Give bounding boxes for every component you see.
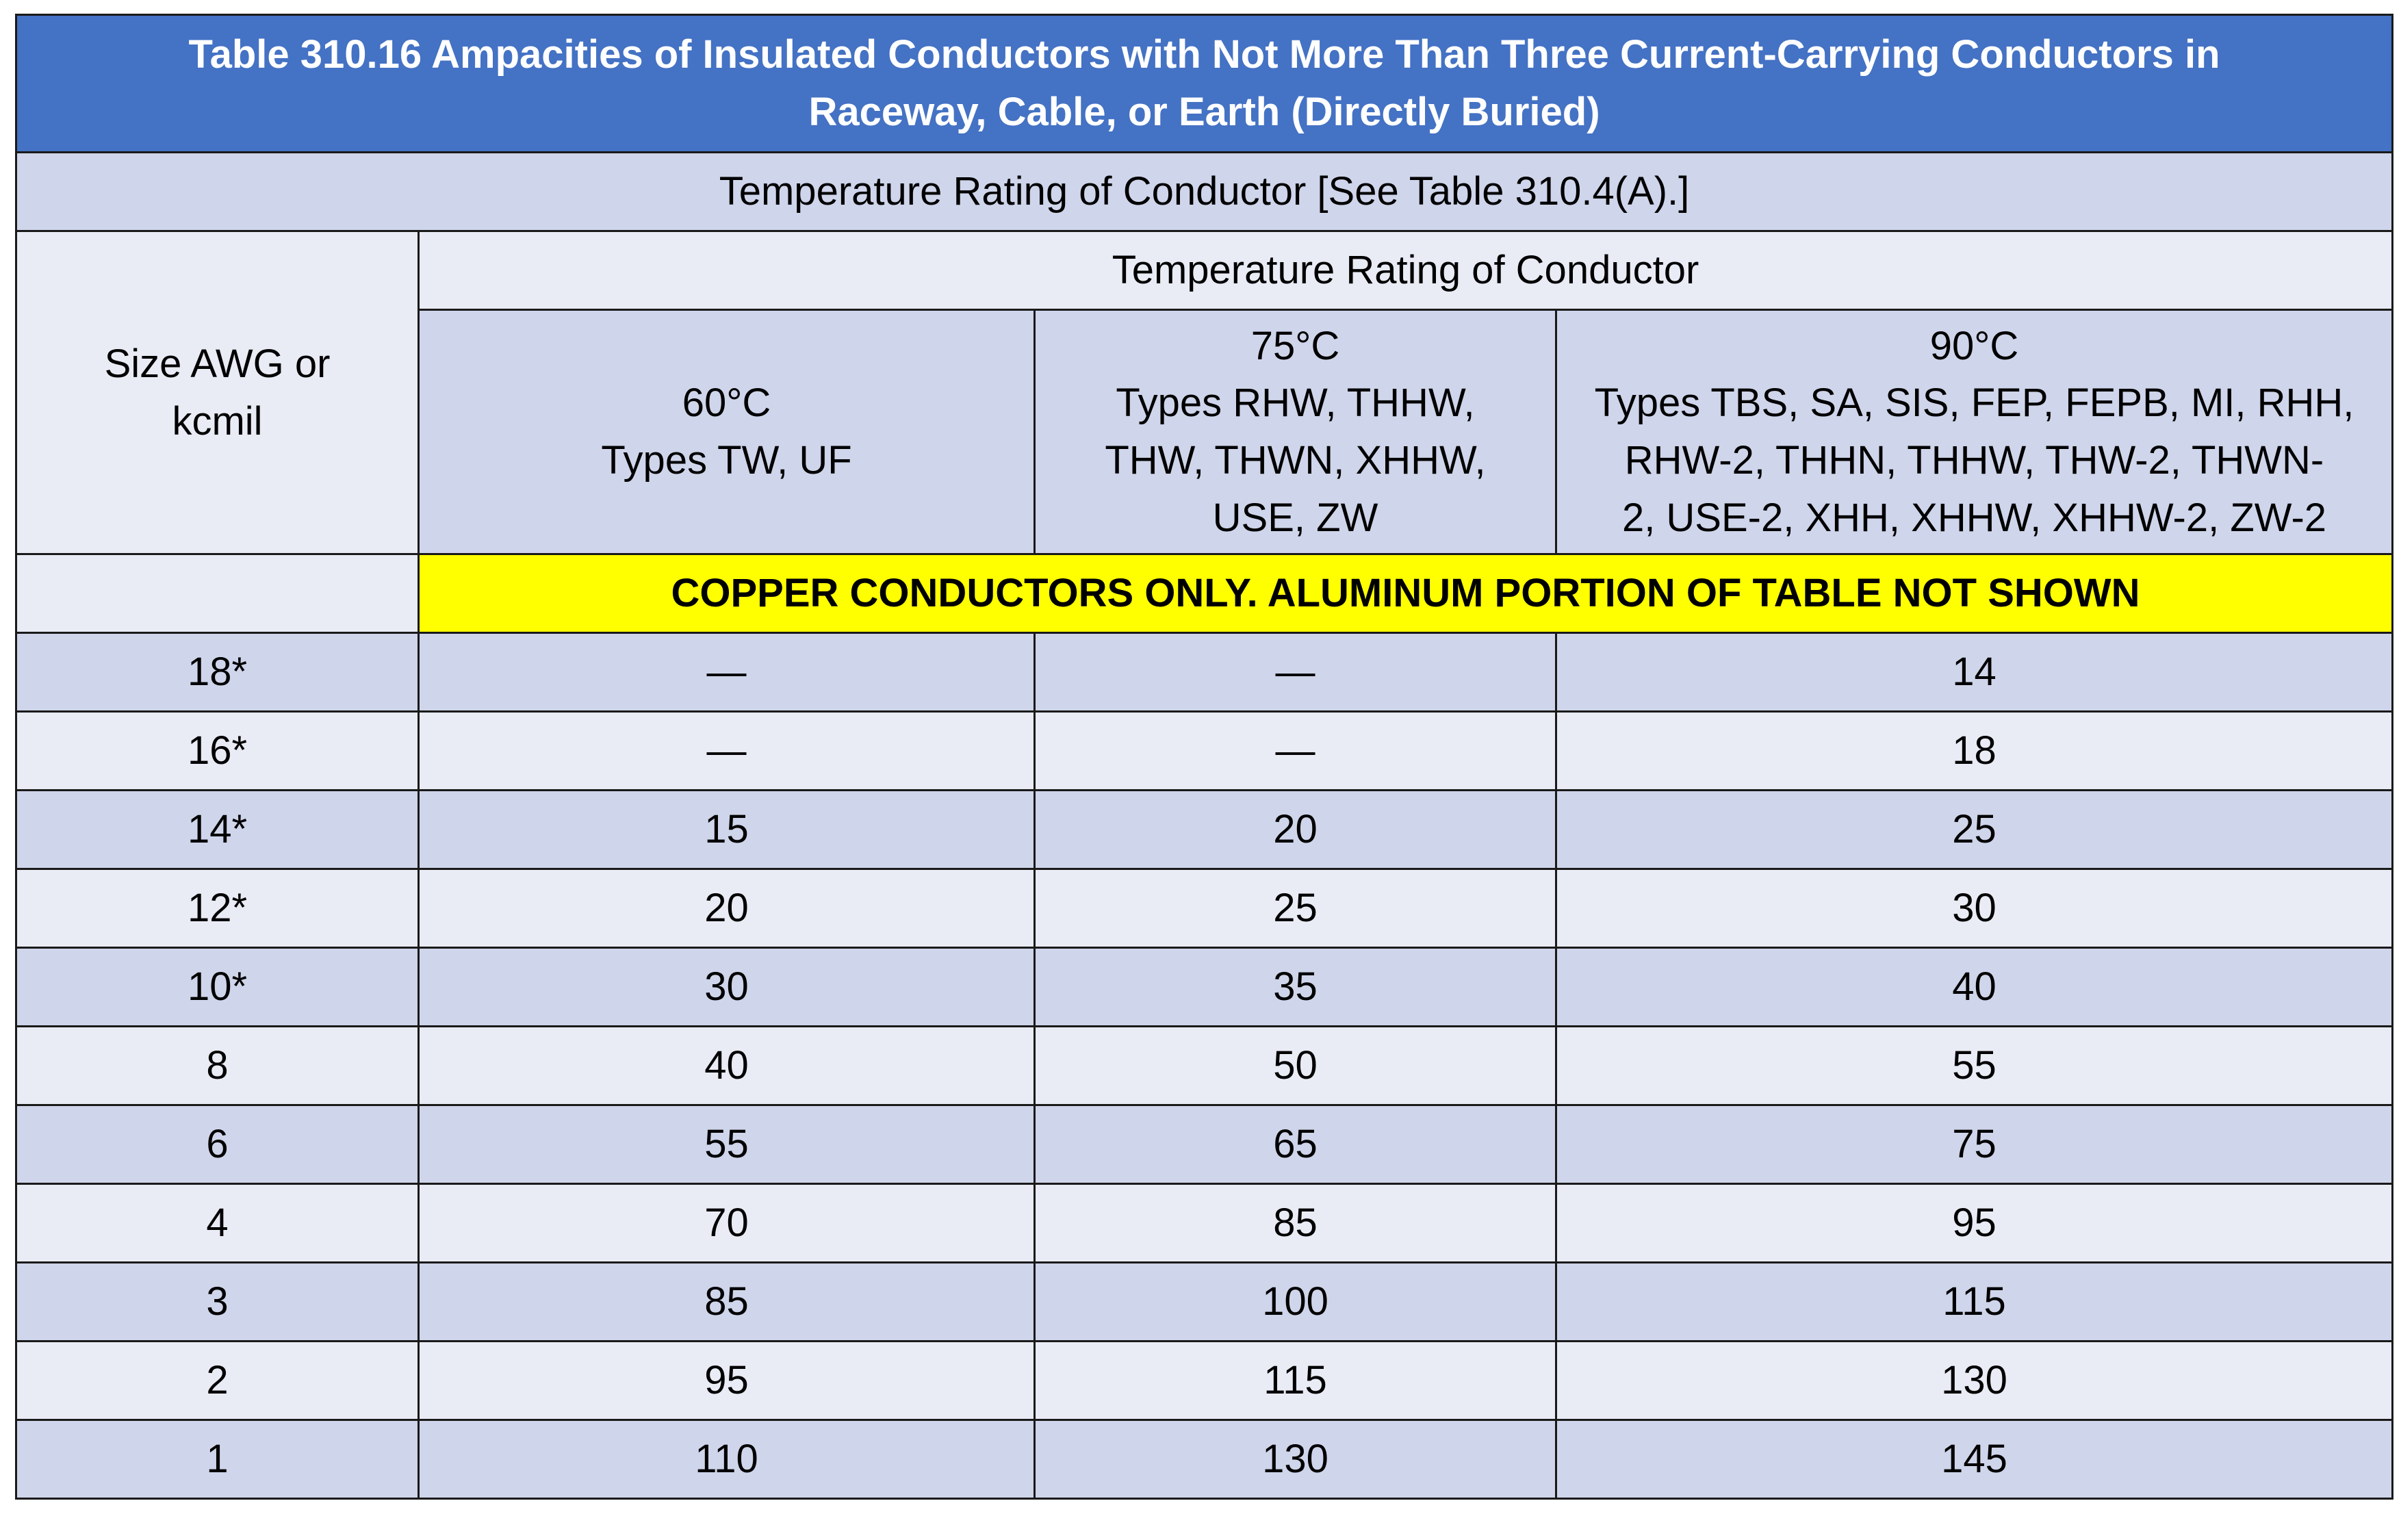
size-cell: 12* — [15, 868, 420, 949]
size-cell: 10* — [15, 947, 420, 1027]
ampacity-90c-cell: 30 — [1555, 868, 2393, 949]
ampacity-75c-cell: 100 — [1033, 1261, 1557, 1342]
ampacity-90c-cell: 25 — [1555, 789, 2393, 870]
temperature-rating-band: Temperature Rating of Conductor [See Tab… — [15, 151, 2393, 232]
size-column-header: Size AWG or kcmil — [15, 230, 420, 555]
column-types-line: THW, THWN, XHHW, — [1105, 438, 1486, 483]
ampacity-60c-cell: 110 — [418, 1419, 1036, 1500]
table-row: 10* 30 35 40 — [15, 947, 2393, 1027]
table-row: 12* 20 25 30 — [15, 868, 2393, 949]
group-header-row: Size AWG or kcmil Temperature Rating of … — [15, 230, 2393, 555]
table-row: 4 70 85 95 — [15, 1183, 2393, 1263]
copper-only-notice: COPPER CONDUCTORS ONLY. ALUMINUM PORTION… — [418, 553, 2393, 634]
column-types-line: Types RHW, THHW, — [1116, 381, 1475, 426]
ampacity-table: Table 310.16 Ampacities of Insulated Con… — [15, 14, 2393, 1500]
ampacity-75c-cell: 35 — [1033, 947, 1557, 1027]
ampacity-90c-cell: 55 — [1555, 1025, 2393, 1106]
ampacity-90c-cell: 145 — [1555, 1419, 2393, 1500]
title-row: Table 310.16 Ampacities of Insulated Con… — [15, 14, 2393, 153]
ampacity-60c-cell: 95 — [418, 1340, 1036, 1421]
ampacity-60c-cell: 70 — [418, 1183, 1036, 1263]
column-header-60c: 60°C Types TW, UF — [418, 309, 1036, 555]
ampacity-75c-cell: 25 — [1033, 868, 1557, 949]
ampacity-60c-cell: 30 — [418, 947, 1036, 1027]
table-row: 14* 15 20 25 — [15, 789, 2393, 870]
size-cell: 18* — [15, 632, 420, 713]
column-header-row: 60°C Types TW, UF 75°C Types RHW, THHW, … — [16, 309, 2393, 555]
size-cell: 16* — [15, 710, 420, 791]
size-cell: 4 — [15, 1183, 420, 1263]
ampacity-75c-cell: 85 — [1033, 1183, 1557, 1263]
table-row: 8 40 50 55 — [15, 1025, 2393, 1106]
column-temp-label: 90°C — [1929, 323, 2019, 368]
ampacity-75c-cell: 115 — [1033, 1340, 1557, 1421]
table-row: 3 85 100 115 — [15, 1261, 2393, 1342]
ampacity-75c-cell: 20 — [1033, 789, 1557, 870]
ampacity-75c-cell: 50 — [1033, 1025, 1557, 1106]
size-header-line-2: kcmil — [172, 398, 263, 444]
column-types-line: 2, USE-2, XHH, XHHW, XHHW-2, ZW-2 — [1621, 495, 2327, 540]
notice-blank-cell — [15, 553, 420, 634]
temperature-group-header: Temperature Rating of Conductor — [418, 230, 2393, 311]
size-cell: 1 — [15, 1419, 420, 1500]
size-cell: 2 — [15, 1340, 420, 1421]
size-cell: 14* — [15, 789, 420, 870]
ampacity-60c-cell: 85 — [418, 1261, 1036, 1342]
ampacity-75c-cell: — — [1033, 632, 1557, 713]
size-cell: 6 — [15, 1104, 420, 1185]
ampacity-60c-cell: 15 — [418, 789, 1036, 870]
ampacity-90c-cell: 130 — [1555, 1340, 2393, 1421]
ampacity-75c-cell: 130 — [1033, 1419, 1557, 1500]
ampacity-90c-cell: 95 — [1555, 1183, 2393, 1263]
ampacity-60c-cell: 20 — [418, 868, 1036, 949]
column-types-line: RHW-2, THHN, THHW, THW-2, THWN- — [1624, 438, 2324, 483]
column-types-line: Types TBS, SA, SIS, FEP, FEPB, MI, RHH, — [1594, 381, 2354, 426]
table-row: 6 55 65 75 — [15, 1104, 2393, 1185]
ampacity-90c-cell: 115 — [1555, 1261, 2393, 1342]
notice-row: COPPER CONDUCTORS ONLY. ALUMINUM PORTION… — [15, 553, 2393, 634]
table-title-line-1: Table 310.16 Ampacities of Insulated Con… — [188, 32, 2220, 77]
ampacity-60c-cell: 55 — [418, 1104, 1036, 1185]
size-cell: 3 — [15, 1261, 420, 1342]
table-row: 1 110 130 145 — [15, 1419, 2393, 1500]
table-row: 16* — —18 — [15, 710, 2393, 791]
column-header-75c: 75°C Types RHW, THHW, THW, THWN, XHHW, U… — [1033, 309, 1557, 555]
column-header-90c: 90°C Types TBS, SA, SIS, FEP, FEPB, MI, … — [1555, 309, 2393, 555]
table-row: 18* — —14 — [15, 632, 2393, 713]
size-cell: 8 — [15, 1025, 420, 1106]
table-title: Table 310.16 Ampacities of Insulated Con… — [15, 14, 2393, 153]
ampacity-90c-cell: 18 — [1555, 710, 2393, 791]
table-body: 18* — —14 16* — —18 14* 15 20 25 12* 20 25 30 10* 30 35 4… — [15, 632, 2393, 1500]
ampacity-75c-cell: 65 — [1033, 1104, 1557, 1185]
ampacity-90c-cell: 14 — [1555, 632, 2393, 713]
ampacity-90c-cell: 40 — [1555, 947, 2393, 1027]
column-temp-label: 75°C — [1250, 323, 1340, 368]
size-header-line-1: Size AWG or — [104, 341, 331, 386]
column-types-line: USE, ZW — [1212, 495, 1378, 540]
ampacity-60c-cell: — — [418, 710, 1036, 791]
ampacity-90c-cell: 75 — [1555, 1104, 2393, 1185]
ampacity-60c-cell: 40 — [418, 1025, 1036, 1106]
band-row: Temperature Rating of Conductor [See Tab… — [15, 151, 2393, 232]
ampacity-60c-cell: — — [418, 632, 1036, 713]
ampacity-75c-cell: — — [1033, 710, 1557, 791]
column-types-line: Types TW, UF — [601, 438, 852, 483]
table-title-line-2: Raceway, Cable, or Earth (Directly Burie… — [808, 90, 1600, 134]
column-temp-label: 60°C — [682, 381, 771, 426]
table-row: 2 95 115 130 — [15, 1340, 2393, 1421]
